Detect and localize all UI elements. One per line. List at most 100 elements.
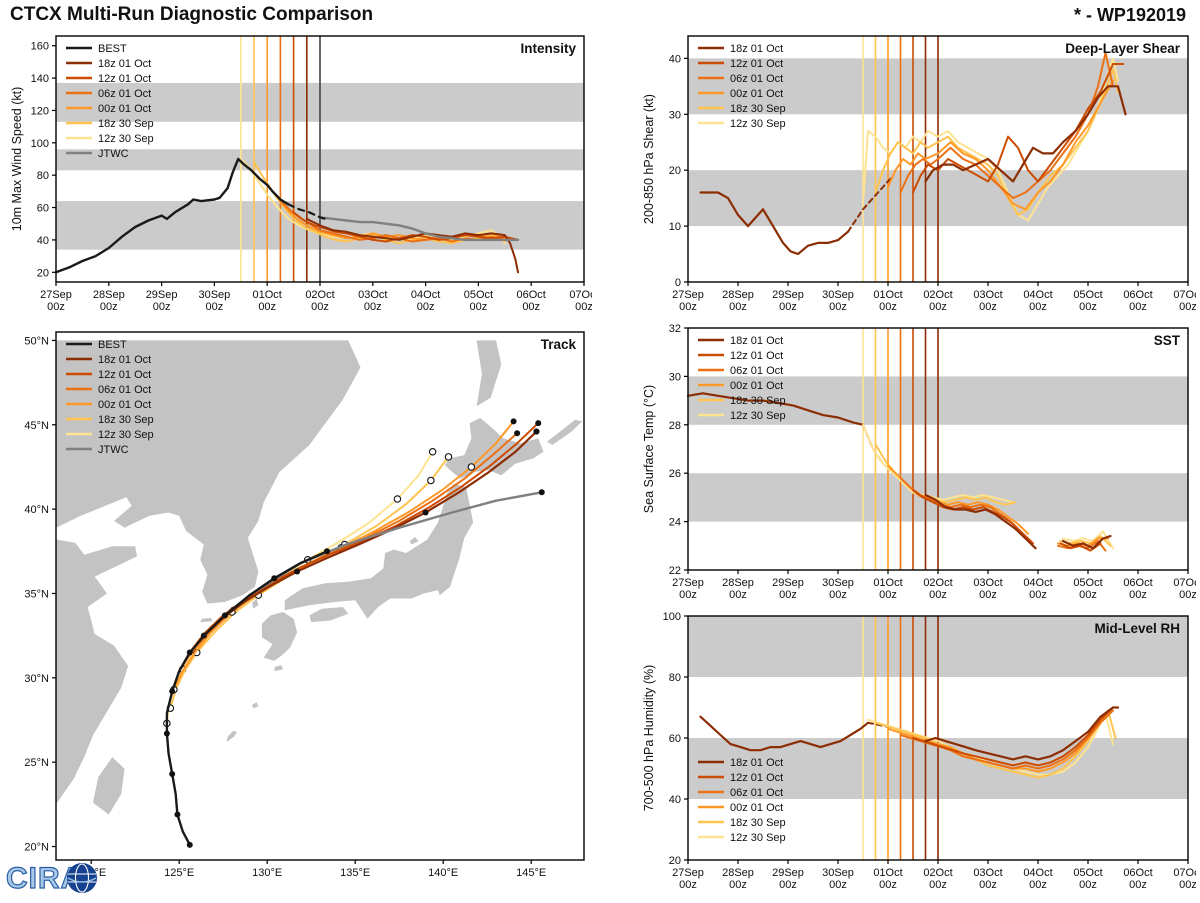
svg-text:BEST: BEST [98, 339, 127, 351]
svg-text:SST: SST [1154, 333, 1181, 348]
svg-text:BEST: BEST [98, 43, 127, 55]
svg-text:20°N: 20°N [24, 842, 49, 854]
svg-text:12z 01 Oct: 12z 01 Oct [98, 73, 151, 85]
svg-text:12z 30 Sep: 12z 30 Sep [730, 118, 786, 130]
svg-text:120: 120 [31, 105, 49, 117]
svg-text:160: 160 [31, 41, 49, 53]
svg-text:18z 30 Sep: 18z 30 Sep [730, 817, 786, 829]
svg-text:80: 80 [669, 672, 681, 684]
svg-text:80: 80 [37, 170, 49, 182]
svg-text:12z 01 Oct: 12z 01 Oct [98, 369, 151, 381]
svg-text:00z: 00z [829, 879, 847, 891]
svg-text:00z: 00z [206, 301, 224, 313]
svg-text:27Sep: 27Sep [672, 289, 704, 301]
svg-text:00z: 00z [1179, 589, 1196, 601]
svg-text:00z: 00z [1129, 589, 1147, 601]
svg-text:07Oct: 07Oct [1173, 867, 1196, 879]
svg-text:200-850 hPa Shear (kt): 200-850 hPa Shear (kt) [642, 94, 656, 224]
svg-text:00z: 00z [979, 301, 997, 313]
svg-text:05Oct: 05Oct [464, 289, 493, 301]
svg-text:04Oct: 04Oct [1023, 289, 1052, 301]
svg-text:00z: 00z [153, 301, 171, 313]
svg-text:27Sep: 27Sep [672, 577, 704, 589]
svg-text:00z: 00z [979, 589, 997, 601]
svg-text:06Oct: 06Oct [1123, 867, 1152, 879]
svg-text:10: 10 [669, 221, 681, 233]
svg-text:00z: 00z [729, 589, 747, 601]
svg-text:27Sep: 27Sep [40, 289, 72, 301]
svg-text:00z: 00z [879, 879, 897, 891]
svg-text:00z: 00z [929, 589, 947, 601]
svg-text:140: 140 [31, 73, 49, 85]
svg-text:03Oct: 03Oct [973, 867, 1002, 879]
track-map: 120°E125°E130°E135°E140°E145°E20°N25°N30… [24, 331, 585, 879]
svg-text:03Oct: 03Oct [358, 289, 387, 301]
svg-text:18z 01 Oct: 18z 01 Oct [730, 757, 783, 769]
svg-text:40: 40 [669, 794, 681, 806]
svg-text:06z 01 Oct: 06z 01 Oct [730, 365, 783, 377]
svg-text:145°E: 145°E [516, 867, 546, 879]
svg-text:28Sep: 28Sep [722, 577, 754, 589]
svg-text:18z 30 Sep: 18z 30 Sep [730, 395, 786, 407]
svg-text:28Sep: 28Sep [93, 289, 125, 301]
svg-text:00z: 00z [1029, 301, 1047, 313]
svg-text:00z: 00z [258, 301, 276, 313]
svg-text:100: 100 [663, 611, 681, 623]
svg-text:12z 01 Oct: 12z 01 Oct [730, 772, 783, 784]
cira-logo: CIRA [4, 858, 104, 903]
svg-text:00z 01 Oct: 00z 01 Oct [730, 88, 783, 100]
svg-text:12z 30 Sep: 12z 30 Sep [98, 429, 154, 441]
svg-text:01Oct: 01Oct [873, 577, 902, 589]
svg-text:30: 30 [669, 371, 681, 383]
svg-text:04Oct: 04Oct [1023, 867, 1052, 879]
shear-chart: 27Sep00z28Sep00z29Sep00z30Sep00z01Oct00z… [642, 35, 1196, 313]
svg-text:04Oct: 04Oct [411, 289, 440, 301]
svg-text:27Sep: 27Sep [672, 867, 704, 879]
svg-text:Mid-Level RH: Mid-Level RH [1094, 621, 1180, 636]
storm-id: * - WP192019 [1073, 5, 1186, 25]
svg-text:03Oct: 03Oct [973, 577, 1002, 589]
svg-text:40°N: 40°N [24, 504, 49, 516]
svg-text:01Oct: 01Oct [873, 867, 902, 879]
svg-text:140°E: 140°E [428, 867, 458, 879]
svg-text:00z: 00z [47, 301, 65, 313]
svg-text:02Oct: 02Oct [923, 577, 952, 589]
svg-text:00z: 00z [1079, 301, 1097, 313]
svg-text:04Oct: 04Oct [1023, 577, 1052, 589]
svg-text:30: 30 [669, 109, 681, 121]
svg-text:00z: 00z [879, 589, 897, 601]
svg-text:00z: 00z [779, 301, 797, 313]
svg-text:30Sep: 30Sep [198, 289, 230, 301]
svg-text:29Sep: 29Sep [772, 289, 804, 301]
svg-text:18z 01 Oct: 18z 01 Oct [98, 58, 151, 70]
svg-text:24: 24 [669, 517, 681, 529]
svg-text:06z 01 Oct: 06z 01 Oct [730, 787, 783, 799]
sst-chart: 27Sep00z28Sep00z29Sep00z30Sep00z01Oct00z… [642, 323, 1196, 601]
svg-text:0: 0 [675, 277, 681, 289]
svg-text:12z 30 Sep: 12z 30 Sep [98, 133, 154, 145]
svg-text:45°N: 45°N [24, 420, 49, 432]
svg-text:12z 01 Oct: 12z 01 Oct [730, 58, 783, 70]
svg-text:00z: 00z [979, 879, 997, 891]
svg-text:00z: 00z [575, 301, 592, 313]
svg-text:130°E: 130°E [252, 867, 282, 879]
svg-text:60: 60 [669, 733, 681, 745]
svg-text:50°N: 50°N [24, 335, 49, 347]
svg-text:00z 01 Oct: 00z 01 Oct [98, 103, 151, 115]
svg-text:18z 01 Oct: 18z 01 Oct [98, 354, 151, 366]
svg-text:00z: 00z [879, 301, 897, 313]
globe-icon [67, 863, 97, 893]
svg-text:01Oct: 01Oct [873, 289, 902, 301]
svg-text:06z 01 Oct: 06z 01 Oct [98, 88, 151, 100]
svg-text:Deep-Layer Shear: Deep-Layer Shear [1065, 41, 1181, 56]
svg-text:06Oct: 06Oct [1123, 577, 1152, 589]
svg-text:00z: 00z [1029, 589, 1047, 601]
svg-text:40: 40 [37, 235, 49, 247]
svg-text:28Sep: 28Sep [722, 289, 754, 301]
svg-text:00z: 00z [470, 301, 488, 313]
svg-text:02Oct: 02Oct [923, 867, 952, 879]
svg-text:60: 60 [37, 203, 49, 215]
svg-text:22: 22 [669, 565, 681, 577]
svg-text:00z 01 Oct: 00z 01 Oct [730, 802, 783, 814]
svg-text:00z: 00z [729, 879, 747, 891]
